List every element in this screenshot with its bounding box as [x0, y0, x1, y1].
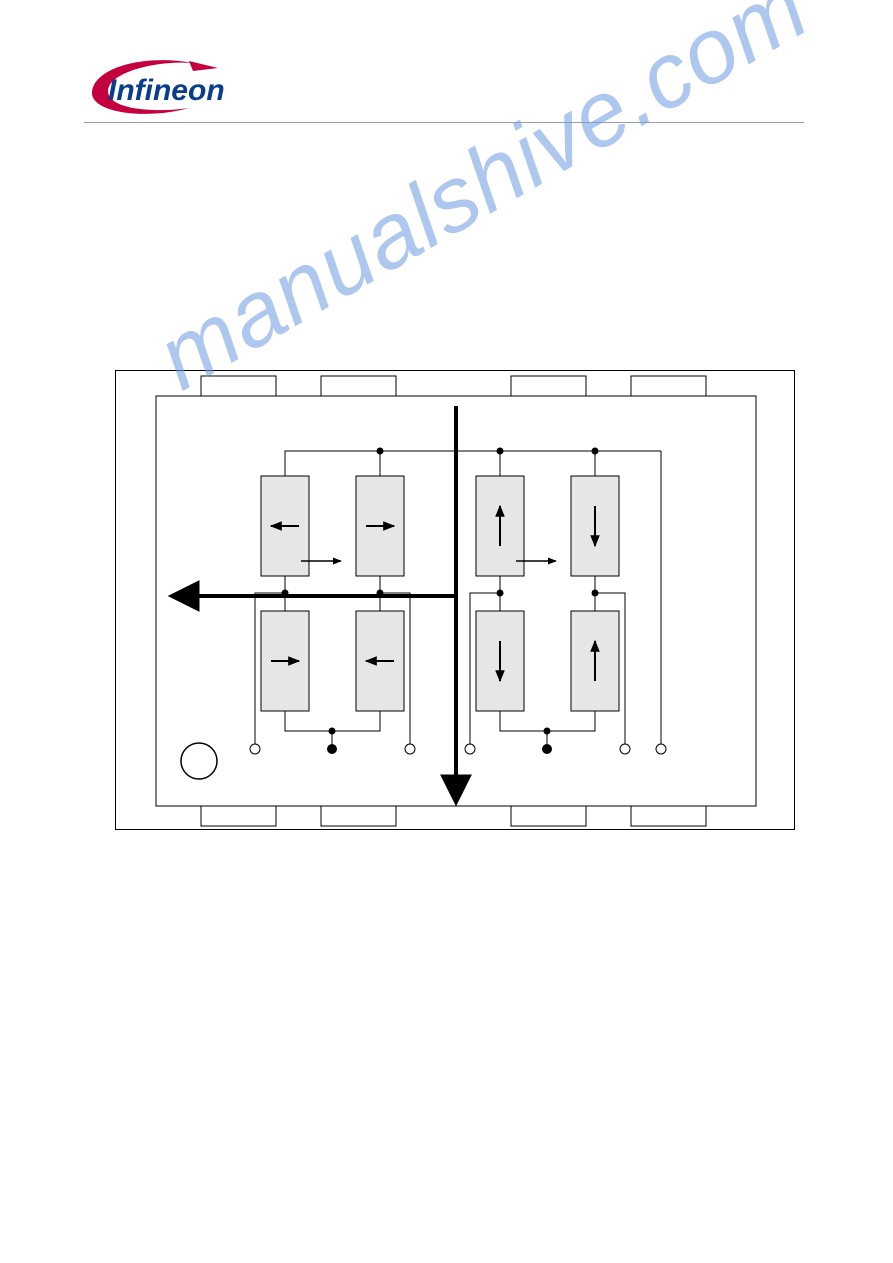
pin1-mark: [181, 743, 217, 779]
junction-dots: [282, 448, 599, 735]
logo-swoosh-tip: [189, 61, 218, 71]
logo-text: Infineon: [108, 74, 225, 107]
pins-bottom: [201, 806, 706, 826]
pins-top: [201, 376, 706, 396]
infineon-logo: Infineon: [84, 58, 249, 118]
sensor-diagram: [116, 371, 796, 831]
page: Infineon: [0, 0, 893, 1263]
resistor-arrows: [271, 506, 595, 681]
diagram-frame: [115, 370, 795, 830]
resistors: [261, 476, 619, 711]
header-rule: [84, 122, 804, 123]
